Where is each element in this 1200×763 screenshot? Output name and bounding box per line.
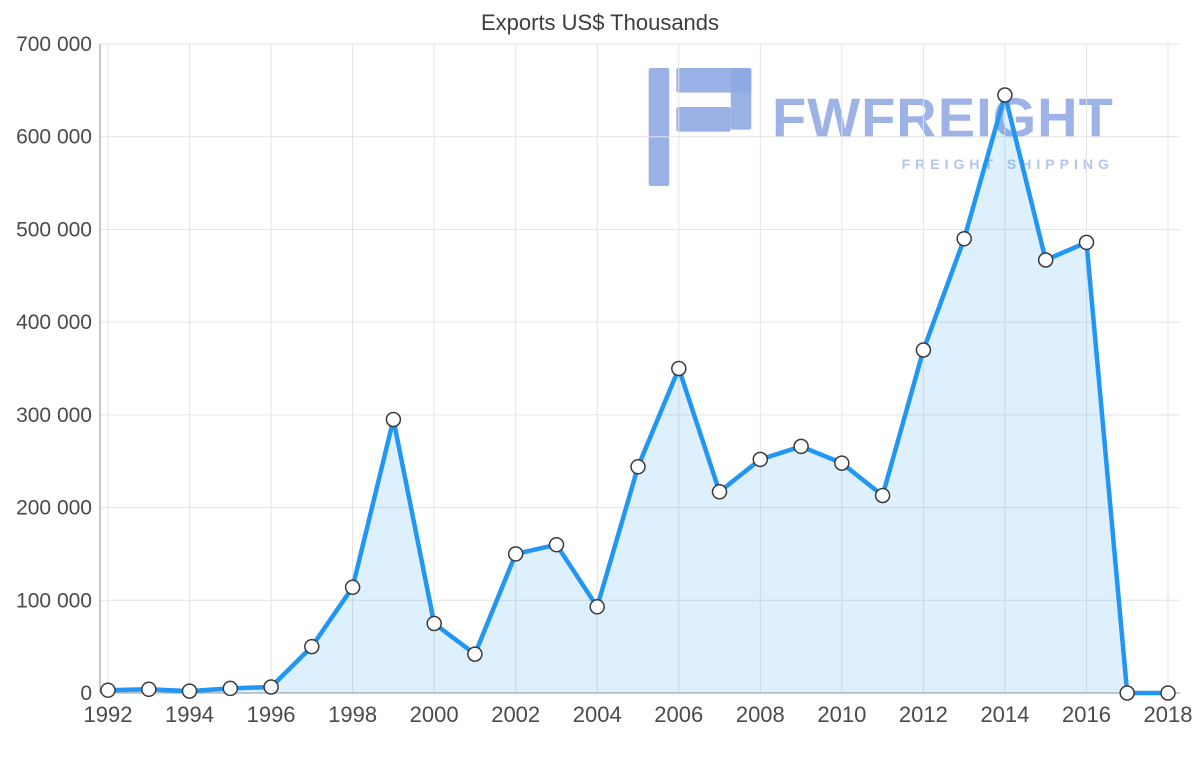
data-point-marker [956, 230, 972, 247]
x-tick-label: 2002 [491, 702, 540, 727]
y-tick-label: 100 000 [16, 589, 92, 612]
data-point-marker [222, 680, 239, 697]
y-tick-label: 200 000 [16, 497, 92, 520]
data-point-marker [548, 536, 565, 553]
x-tick-label: 2010 [817, 702, 866, 727]
fwfreight-logo-icon [648, 68, 752, 186]
data-point-marker [752, 451, 769, 468]
x-tick-label: 2000 [410, 702, 459, 727]
data-point-marker [793, 438, 809, 455]
data-point-marker [263, 679, 279, 695]
x-tick-label: 1996 [247, 702, 296, 727]
y-tick-label: 300 000 [16, 404, 92, 427]
data-point-marker [711, 484, 728, 500]
data-point-marker [1160, 685, 1176, 701]
data-point-marker [385, 411, 402, 428]
data-point-marker [141, 681, 157, 698]
x-tick-label: 2012 [899, 702, 948, 727]
data-point-marker [100, 682, 116, 698]
data-point-marker [1037, 252, 1054, 268]
data-point-marker [344, 579, 361, 596]
data-point-marker [304, 638, 320, 655]
y-tick-label: 0 [80, 682, 92, 705]
y-tick-label: 500 000 [16, 218, 92, 241]
watermark-brand-text: FWFREIGHT [772, 86, 1114, 149]
x-tick-label: 2004 [573, 702, 622, 727]
y-tick-label: 600 000 [16, 126, 92, 149]
data-point-marker [874, 487, 891, 504]
logo-bar [648, 68, 670, 186]
x-tick-label: 1998 [328, 702, 377, 727]
data-point-marker [915, 342, 932, 358]
data-point-marker [426, 615, 442, 632]
y-tick-label: 700 000 [16, 33, 92, 56]
x-tick-label: 2018 [1144, 702, 1193, 727]
x-tick-label: 2006 [654, 702, 703, 727]
x-tick-label: 2008 [736, 702, 785, 727]
data-point-marker [1078, 234, 1095, 251]
data-point-marker [589, 599, 605, 615]
data-point-marker [630, 459, 646, 475]
data-point-marker [507, 546, 524, 562]
logo-bar [730, 68, 752, 130]
data-point-marker [997, 87, 1013, 103]
series-area-fill [108, 95, 1168, 693]
chart-title: Exports US$ Thousands [480, 10, 720, 35]
y-tick-label: 400 000 [16, 311, 92, 334]
data-point-marker [181, 683, 198, 699]
x-tick-label: 1994 [165, 702, 214, 727]
data-point-marker [467, 646, 483, 662]
data-point-marker [671, 360, 687, 377]
data-point-marker [834, 455, 850, 471]
x-tick-label: 2014 [980, 702, 1029, 727]
logo-bar [676, 106, 731, 132]
x-tick-label: 1992 [84, 702, 133, 727]
x-tick-label: 2016 [1062, 702, 1111, 727]
data-point-marker [1119, 685, 1135, 701]
